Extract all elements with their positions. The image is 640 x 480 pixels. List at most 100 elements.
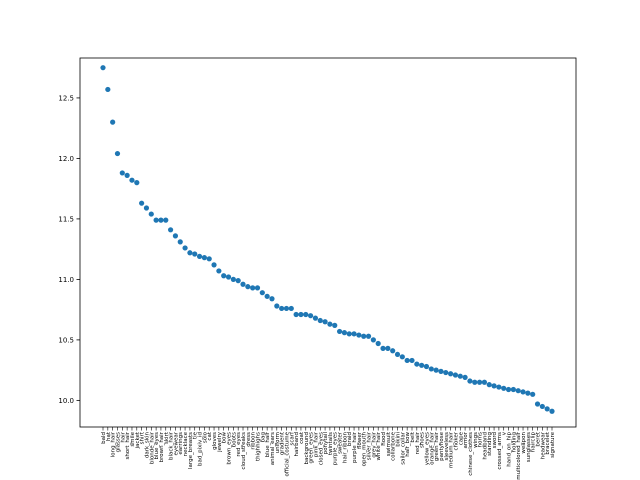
data-point <box>346 331 352 337</box>
data-points <box>100 65 555 414</box>
data-point <box>139 200 145 206</box>
data-point <box>225 274 232 280</box>
data-point <box>438 368 444 374</box>
data-point <box>288 305 294 312</box>
data-point <box>201 255 207 261</box>
x-tick-label: official_costume <box>284 431 290 476</box>
x-tick-label: pink_hair <box>313 431 319 457</box>
x-tick-label: earrings <box>178 432 184 455</box>
x-tick-label: hair <box>120 431 126 442</box>
data-point <box>486 382 492 388</box>
data-point <box>419 362 425 368</box>
x-tick-label: swimsuit <box>386 431 392 456</box>
data-point <box>336 328 343 335</box>
data-point <box>365 333 372 339</box>
x-tick-label: medium_hair <box>449 431 455 468</box>
data-point <box>361 333 367 339</box>
data-point <box>404 357 410 364</box>
data-point <box>196 253 203 260</box>
x-tick-label: sweater <box>338 431 344 454</box>
data-point <box>182 245 188 251</box>
plot-frame <box>79 57 577 428</box>
x-tick-label: hairclip <box>531 432 537 453</box>
x-tick-label: ribbon <box>251 431 257 449</box>
x-tick-label: animal_ears <box>270 432 276 465</box>
data-point <box>428 366 434 372</box>
x-tick-label: sailor_collar <box>400 431 406 464</box>
data-point <box>245 284 251 290</box>
x-tick-label: closed_eyes <box>318 432 324 465</box>
data-point <box>250 285 256 291</box>
data-point <box>452 372 459 378</box>
x-tick-label: purple_hair <box>352 431 358 463</box>
x-tick-label: necklace <box>183 431 189 456</box>
data-point <box>481 379 488 385</box>
data-point <box>211 262 217 268</box>
x-tick-label: headband <box>482 432 488 460</box>
data-point <box>269 296 275 302</box>
data-point <box>163 217 169 223</box>
y-tick-label: 12.0 <box>58 155 74 163</box>
x-tick-label: white_hair <box>376 431 382 460</box>
y-tick-label: 12.5 <box>58 94 74 102</box>
data-point <box>375 340 381 347</box>
data-point <box>192 251 198 257</box>
x-tick-label: standing <box>487 432 493 456</box>
x-tick-label: sword <box>492 432 498 448</box>
x-tick-label: solo <box>202 431 208 443</box>
x-tick-label: glasses <box>115 432 121 453</box>
y-tick-label: 10.0 <box>58 397 74 405</box>
data-point <box>167 227 174 233</box>
x-tick-label: brown_eyes <box>227 432 233 465</box>
y-tick-label: 11.0 <box>58 276 74 284</box>
data-point <box>303 311 309 318</box>
x-tick-label: green_hair <box>434 431 440 461</box>
data-point <box>235 278 241 284</box>
data-point <box>119 170 125 176</box>
x-tick-label: gloves <box>212 432 218 450</box>
data-point <box>414 361 420 367</box>
data-point <box>259 290 265 296</box>
y-tick-label: 11.5 <box>58 215 74 223</box>
x-tick-label: crossed_arms <box>497 432 503 470</box>
data-point <box>390 348 396 354</box>
data-point <box>221 273 227 279</box>
data-point <box>448 371 454 377</box>
data-point <box>317 317 323 324</box>
x-tick-label: beret <box>536 431 542 446</box>
data-point <box>153 217 159 223</box>
x-tick-label: purple_eyes <box>333 432 339 465</box>
x-tick-label: grey_hair <box>371 431 377 457</box>
x-tick-label: skirt <box>164 431 170 444</box>
y-axis: 10.0 10.5 11.0 11.5 12.0 12.5 <box>58 94 80 405</box>
data-point <box>467 378 473 384</box>
x-tick-label: thighhighs <box>255 432 261 461</box>
x-tick-label: hat <box>106 431 112 441</box>
data-point <box>476 379 483 385</box>
x-tick-label: gradient <box>280 431 286 455</box>
x-tick-label: horns <box>478 432 484 448</box>
data-point <box>279 305 285 312</box>
x-tick-label: twintails <box>328 432 334 455</box>
x-tick-label: black_hair <box>169 431 175 460</box>
x-tick-label: hair_bow <box>405 431 411 456</box>
x-tick-label: chinese_clothes <box>468 432 474 476</box>
data-point <box>100 65 106 71</box>
data-point <box>515 388 521 394</box>
data-point <box>230 276 236 282</box>
x-tick-label: blue_eyes <box>154 432 160 460</box>
x-tick-label: bad_pixiv_id <box>198 432 204 466</box>
data-point <box>351 331 357 337</box>
x-tick-label: cloud_streaks <box>241 432 247 470</box>
x-tick-label: jewelry <box>217 431 223 453</box>
data-point <box>216 268 222 274</box>
x-tick-label: multicolored_hair <box>516 431 522 479</box>
data-point <box>274 303 280 309</box>
data-point <box>158 217 164 223</box>
x-tick-label: dark_skin <box>144 431 150 458</box>
data-point <box>394 351 401 358</box>
data-point <box>322 319 328 325</box>
data-point <box>530 391 536 397</box>
